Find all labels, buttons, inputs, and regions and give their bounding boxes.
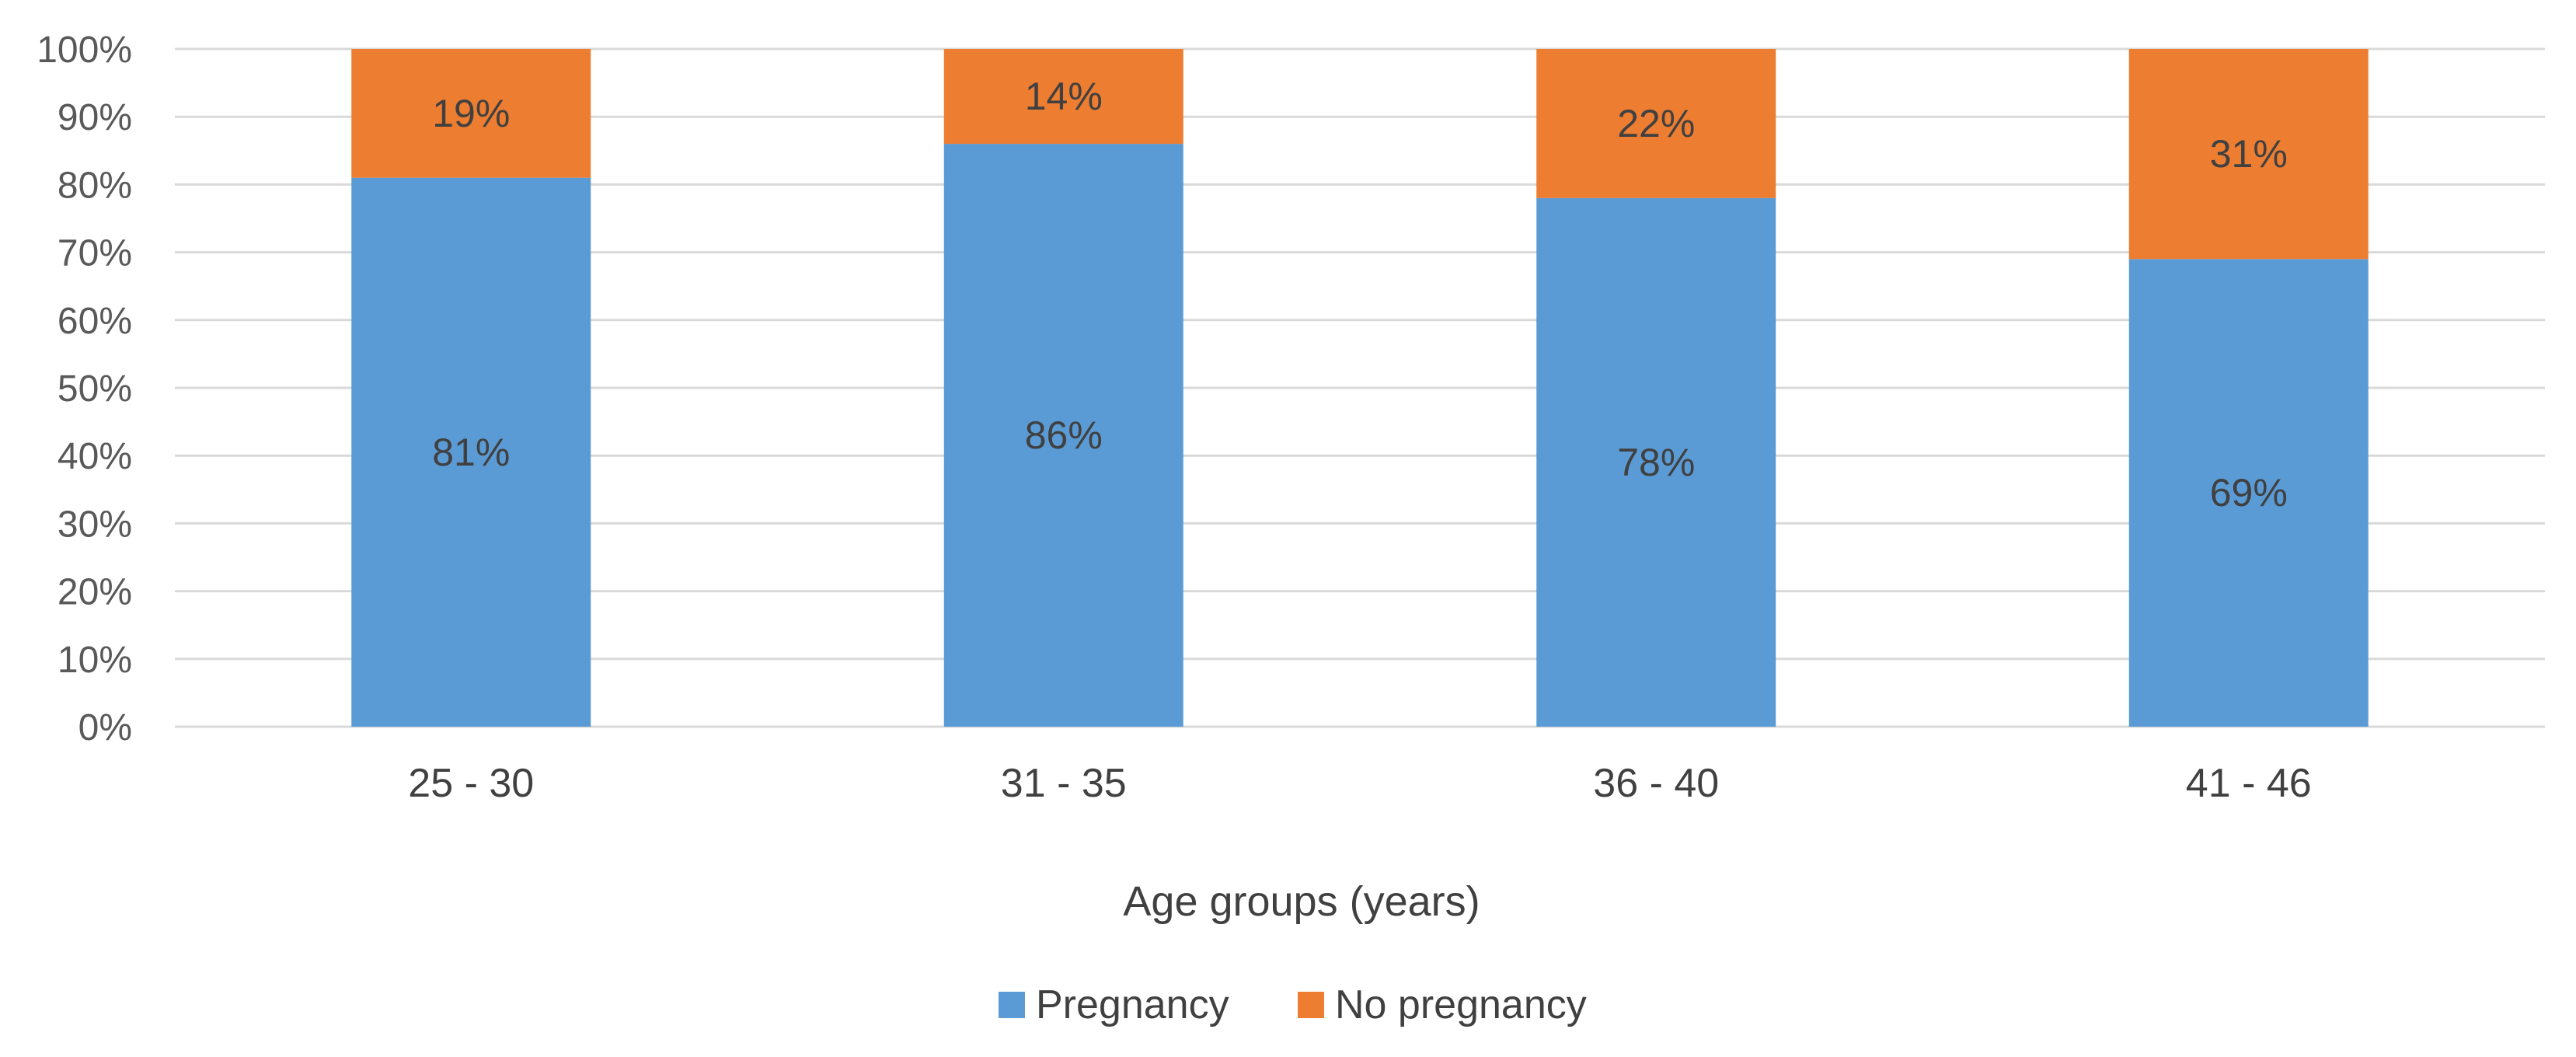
bars	[351, 49, 2369, 727]
data-label: 69%	[2210, 471, 2288, 515]
data-label: 81%	[432, 431, 510, 474]
y-tick-label: 40%	[58, 436, 132, 477]
x-category-label: 36 - 40	[1593, 761, 1719, 806]
data-label: 14%	[1025, 75, 1103, 118]
legend-label: No pregnancy	[1335, 982, 1587, 1027]
bar-segment-no-pregnancy	[2128, 49, 2369, 260]
legend-swatch-pregnancy	[999, 992, 1025, 1018]
bar-segment-pregnancy	[1536, 197, 1776, 727]
x-axis-title: Age groups (years)	[1123, 878, 1480, 925]
y-axis-ticks: 0% 10% 20% 30% 40% 50% 60% 70% 80% 90% 100%	[37, 30, 132, 748]
y-tick-label: 60%	[58, 301, 132, 342]
bar-segment-no-pregnancy	[943, 49, 1183, 145]
data-label: 86%	[1025, 413, 1103, 457]
y-tick-label: 100%	[37, 30, 132, 71]
y-tick-label: 20%	[58, 572, 132, 613]
legend-swatch-no-pregnancy	[1298, 992, 1324, 1018]
legend-label: Pregnancy	[1036, 982, 1229, 1027]
y-tick-label: 80%	[58, 165, 132, 206]
data-label: 78%	[1617, 441, 1695, 484]
data-label: 31%	[2210, 132, 2288, 176]
bar-segment-no-pregnancy	[351, 49, 591, 178]
bar-segment-pregnancy	[943, 144, 1183, 727]
x-axis-categories: 25 - 30 31 - 35 36 - 40 41 - 46	[408, 761, 2311, 806]
y-tick-label: 70%	[58, 233, 132, 274]
y-tick-label: 30%	[58, 504, 132, 545]
bar-segment-pregnancy	[351, 177, 591, 727]
legend: Pregnancy No pregnancy	[999, 982, 1587, 1027]
x-category-label: 41 - 46	[2186, 761, 2312, 806]
y-tick-label: 90%	[58, 97, 132, 138]
data-label: 22%	[1617, 102, 1695, 145]
y-tick-label: 10%	[58, 640, 132, 681]
data-labels: 81% 19% 86% 14% 78% 22% 69% 31%	[432, 75, 2288, 515]
x-category-label: 25 - 30	[408, 761, 534, 806]
y-tick-label: 0%	[78, 707, 132, 748]
y-tick-label: 50%	[58, 368, 132, 410]
bar-segment-no-pregnancy	[1536, 49, 1776, 198]
data-label: 19%	[432, 92, 510, 135]
bar-segment-pregnancy	[2128, 259, 2369, 727]
x-category-label: 31 - 35	[1001, 761, 1127, 806]
